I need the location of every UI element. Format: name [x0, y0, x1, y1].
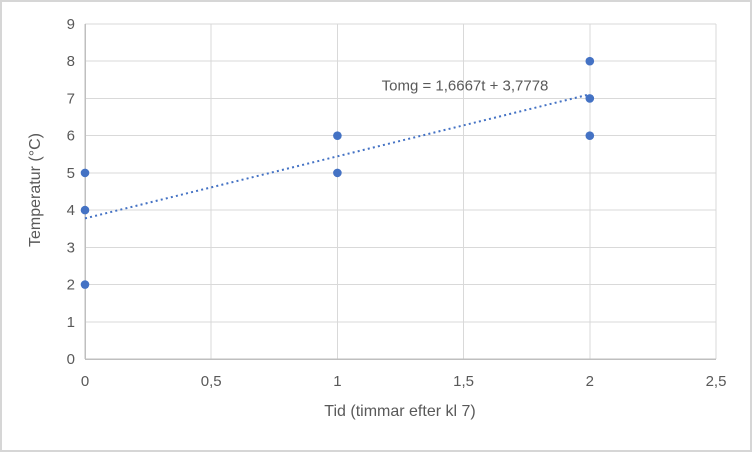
- y-tick-label: 9: [67, 16, 75, 33]
- data-point: [585, 56, 595, 66]
- trendline-equation-label: Tomg = 1,6667t + 3,7778: [381, 77, 549, 95]
- y-tick-label: 3: [67, 239, 75, 256]
- y-tick-label: 6: [67, 128, 75, 145]
- y-tick-label: 8: [67, 53, 75, 70]
- data-point: [80, 168, 90, 178]
- data-point: [333, 168, 342, 178]
- trendline: [84, 93, 591, 220]
- x-axis-title: Tid (timmar efter kl 7): [324, 403, 476, 420]
- x-tick-label: 1: [333, 373, 341, 390]
- x-tick-label: 2,5: [706, 373, 727, 390]
- y-tick-label: 0: [67, 351, 75, 368]
- y-tick-label: 5: [67, 165, 75, 182]
- data-point: [585, 131, 595, 140]
- y-axis-title: Temperatur (°C): [27, 133, 44, 247]
- data-point: [585, 94, 595, 103]
- x-tick-label: 0,5: [201, 373, 222, 390]
- y-tick-label: 2: [67, 277, 75, 294]
- y-tick-label: 7: [67, 90, 75, 107]
- data-point: [80, 205, 90, 215]
- data-point: [333, 131, 342, 140]
- y-tick-label: 1: [67, 314, 75, 331]
- x-tick-label: 1,5: [453, 373, 474, 390]
- x-tick-label: 0: [81, 373, 89, 390]
- data-point: [80, 280, 90, 289]
- y-tick-label: 4: [67, 202, 75, 219]
- x-tick-label: 2: [586, 373, 594, 390]
